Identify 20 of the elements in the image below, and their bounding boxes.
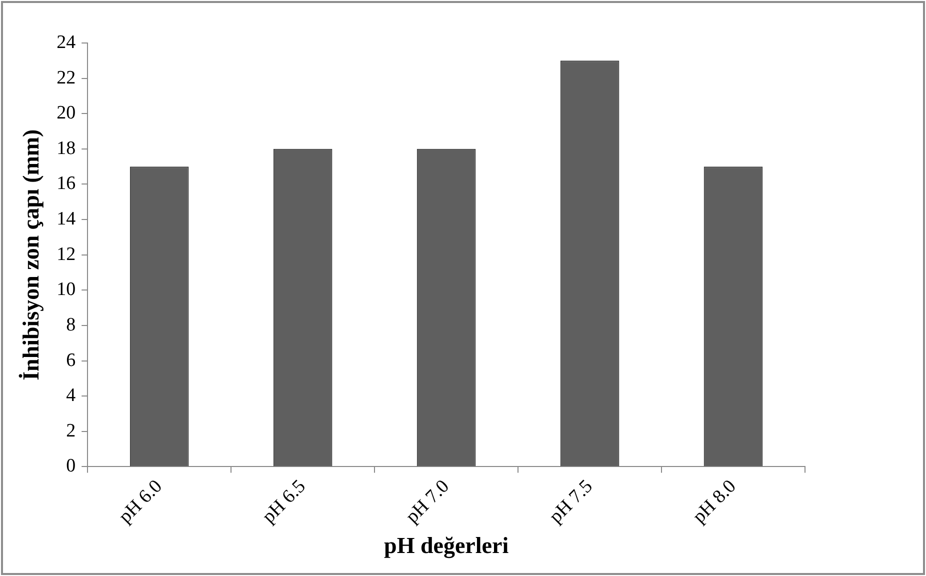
y-tick-label: 22 (56, 67, 76, 88)
y-tick-label: 6 (66, 350, 76, 371)
x-tick-label: pH 6.0 (114, 476, 166, 528)
y-tick-label: 8 (66, 314, 76, 336)
y-tick-label: 16 (56, 173, 76, 194)
x-axis-title: pH değerleri (384, 533, 510, 560)
y-tick-label: 4 (66, 385, 76, 406)
y-tick-label: 14 (56, 208, 76, 230)
x-tick-label: pH 8.0 (688, 476, 740, 528)
y-tick-label: 10 (56, 279, 76, 300)
y-tick-label: 0 (66, 456, 76, 477)
y-tick-label: 20 (56, 102, 76, 124)
x-tick-label: pH 7.5 (545, 476, 597, 528)
y-tick-label: 12 (56, 244, 76, 265)
y-tick-label: 24 (56, 32, 76, 53)
x-tick-label: pH 7.0 (402, 476, 454, 528)
y-axis-title: İnhibisyon zon çapı (mm) (18, 129, 44, 380)
y-tick-label: 18 (56, 138, 76, 159)
y-tick-label: 2 (66, 420, 76, 442)
x-tick-label: pH 6.5 (258, 476, 310, 528)
